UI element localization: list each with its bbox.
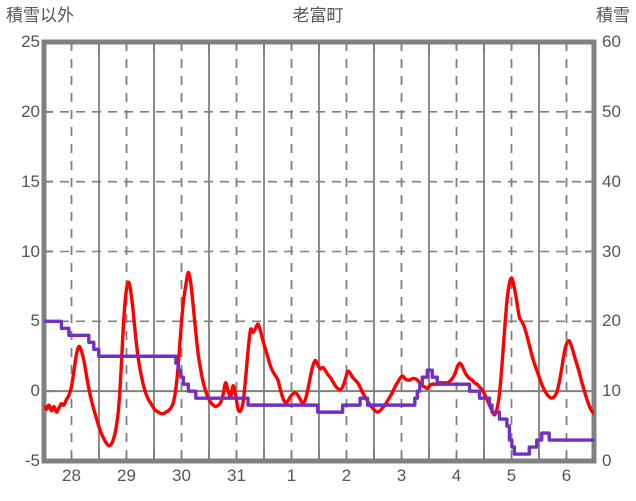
left-axis-tick: 0 xyxy=(30,381,40,401)
right-axis-title: 積雪 xyxy=(596,6,630,25)
x-axis-tick: 30 xyxy=(172,466,191,485)
x-axis-tick: 28 xyxy=(62,466,81,485)
left-axis-title: 積雪以外 xyxy=(6,6,74,25)
right-axis-tick: 50 xyxy=(602,101,621,121)
right-axis-tick: 30 xyxy=(602,241,621,261)
x-axis-tick: 4 xyxy=(451,466,462,485)
x-axis-tick: 29 xyxy=(117,466,136,485)
x-axis-tick: 6 xyxy=(561,466,572,485)
x-axis-tick: 2 xyxy=(341,466,352,485)
right-axis-tick: 60 xyxy=(602,32,621,51)
left-axis-tick: -5 xyxy=(24,451,40,470)
right-axis-tick: 20 xyxy=(602,311,621,331)
data-series xyxy=(44,270,594,456)
left-axis-tick: 10 xyxy=(21,241,40,261)
series-line-precip xyxy=(44,270,594,448)
left-axis-tick: 5 xyxy=(30,311,40,331)
page-title: 老富町 xyxy=(292,6,344,25)
axis-frame xyxy=(41,39,597,464)
gridlines xyxy=(44,42,594,461)
x-axis-tick: 31 xyxy=(227,466,246,485)
right-axis-tick: 40 xyxy=(602,171,621,191)
x-axis-tick: 5 xyxy=(506,466,517,485)
left-axis-tick: 25 xyxy=(21,32,40,51)
series-line-snow-depth xyxy=(44,319,594,456)
x-axis-tick: 1 xyxy=(286,466,297,485)
right-axis-tick: 10 xyxy=(602,381,621,401)
left-axis-tick: 20 xyxy=(21,101,40,121)
left-axis-tick: 15 xyxy=(21,171,40,191)
right-axis-tick: 0 xyxy=(602,451,612,470)
x-axis-tick: 3 xyxy=(396,466,407,485)
